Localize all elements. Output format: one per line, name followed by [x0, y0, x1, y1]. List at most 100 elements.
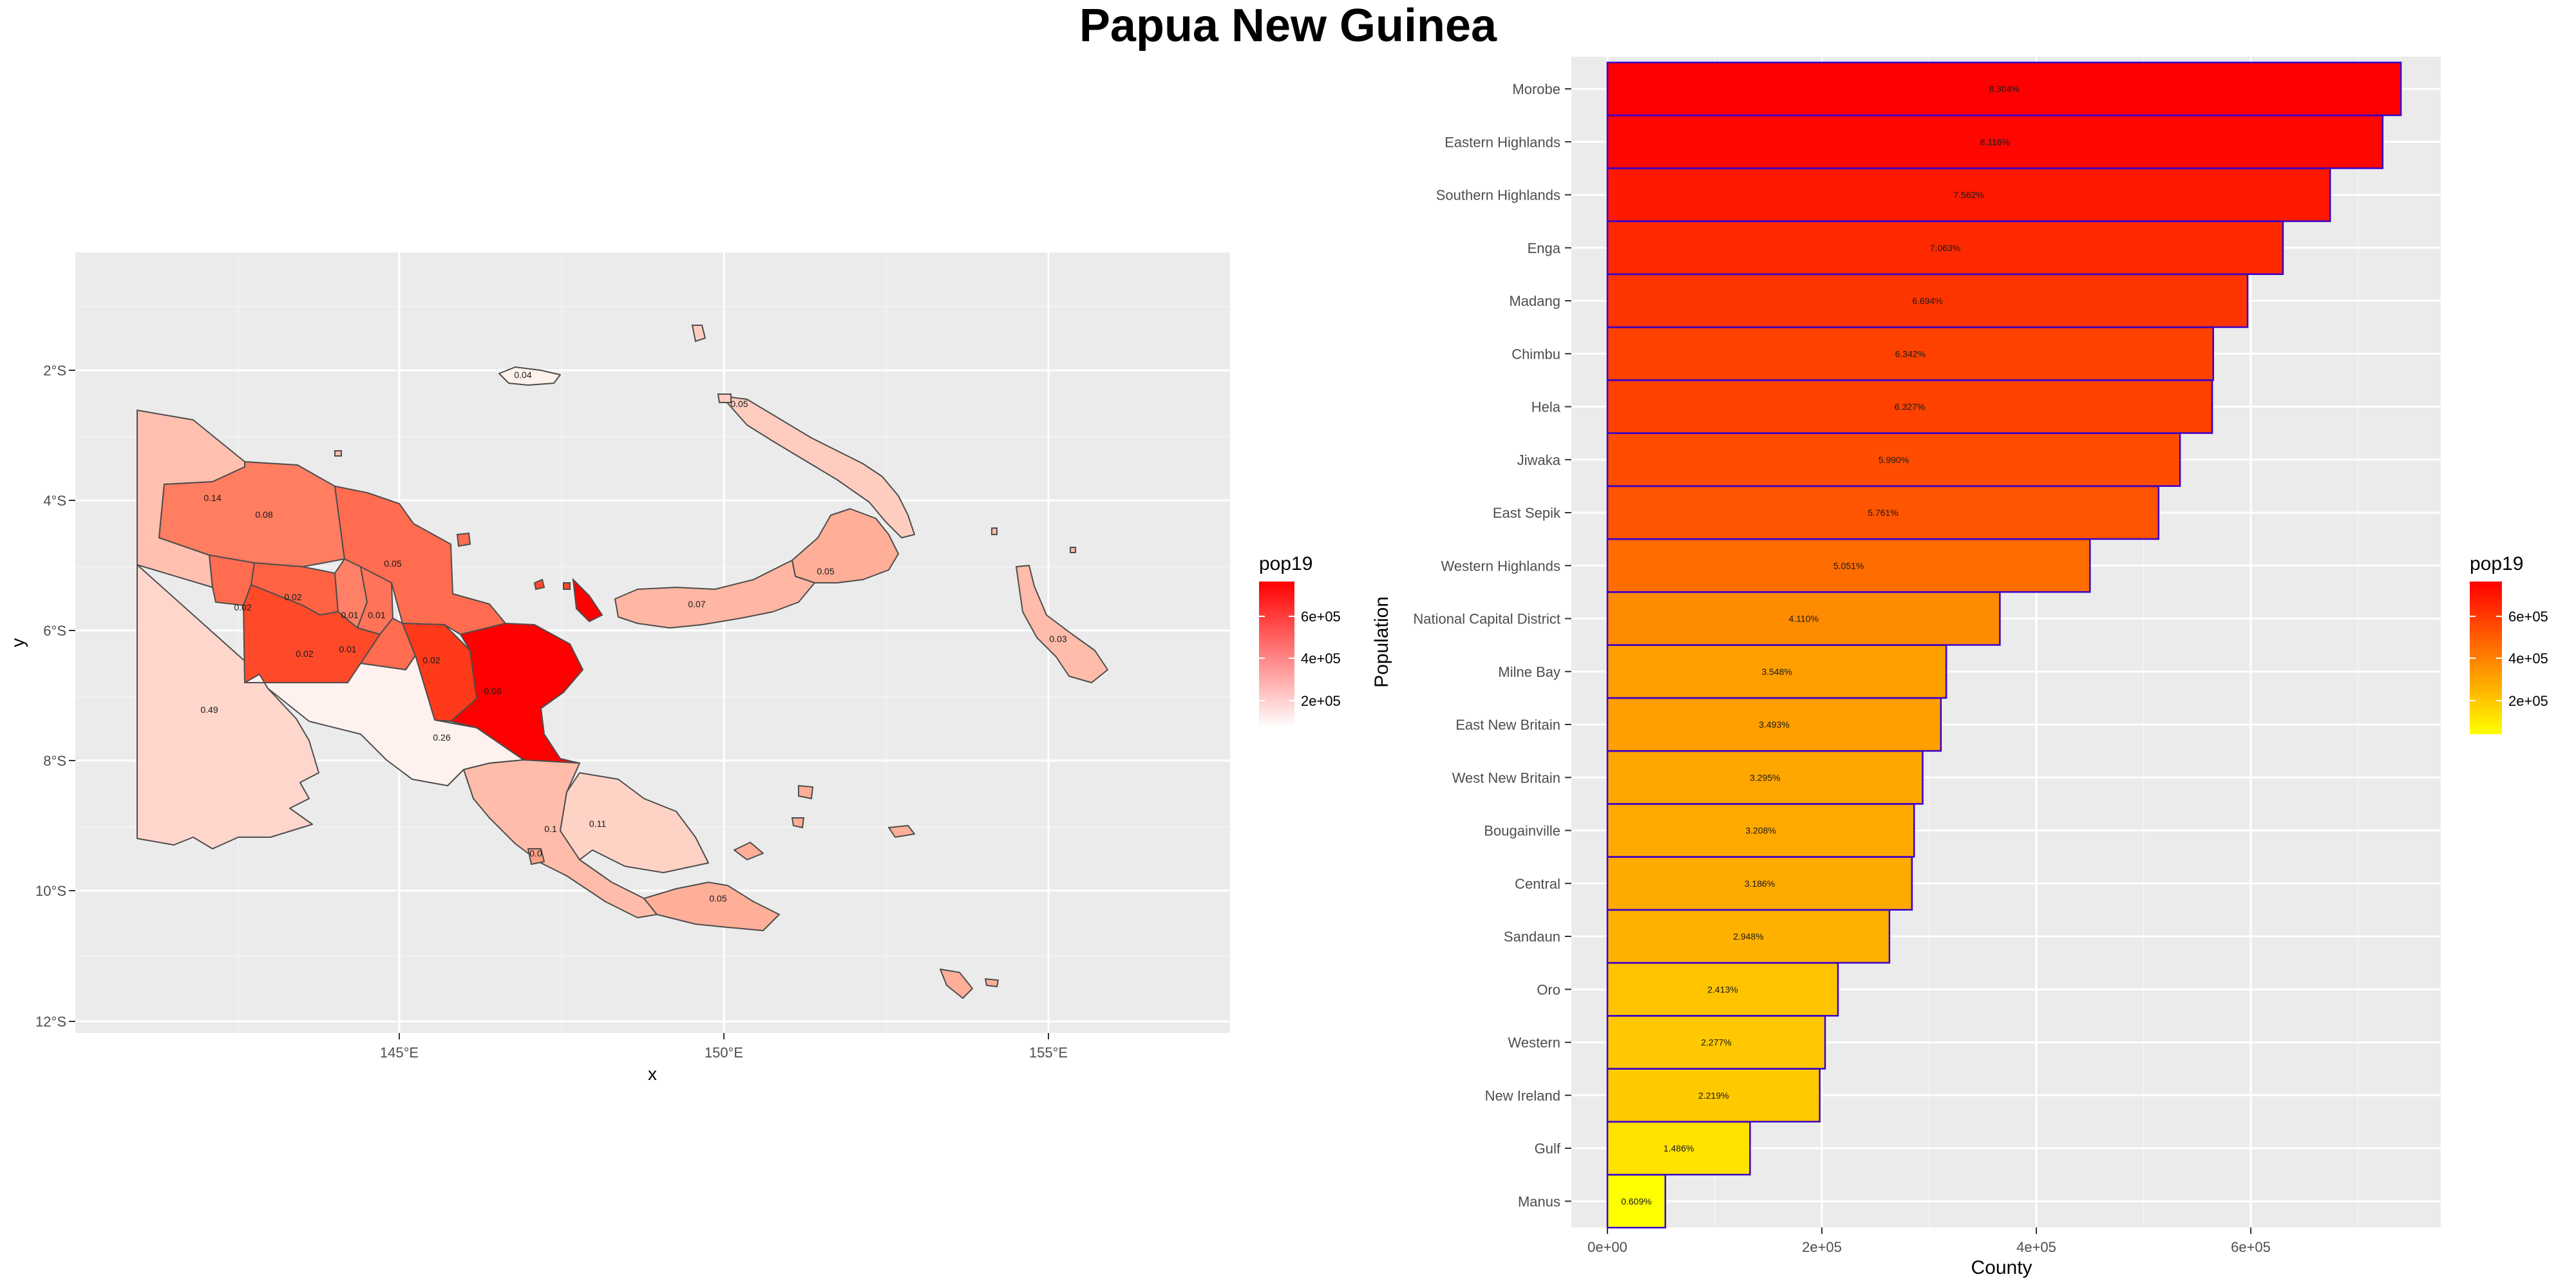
bar-hela[interactable] — [1606, 379, 2213, 434]
map-label-western: 0.49 — [200, 705, 218, 715]
bar-east-new-britain[interactable] — [1606, 697, 1942, 752]
map-region-madang[interactable] — [334, 486, 506, 635]
bar-value-label: 8.116% — [1980, 137, 2010, 147]
page-title: Papua New Guinea — [1079, 0, 1497, 52]
map-y-tick-label: 8°S — [43, 753, 66, 769]
bar-value-label: 1.486% — [1663, 1143, 1694, 1153]
map-y-tick-label: 12°S — [35, 1014, 66, 1030]
bar-new-ireland[interactable] — [1606, 1068, 1821, 1122]
bar-value-label: 5.051% — [1833, 560, 1864, 571]
bar-value-label: 7.063% — [1930, 243, 1960, 253]
map-label-madang: 0.05 — [384, 558, 401, 569]
map-label-central: 0.1 — [544, 824, 557, 834]
map-label-chimbu: 0.01 — [339, 644, 356, 654]
map-label-west-new-britain: 0.07 — [688, 599, 705, 609]
map-region-western[interactable] — [137, 564, 319, 849]
bar-value-label: 6.694% — [1912, 296, 1942, 306]
bar-oro[interactable] — [1606, 962, 1839, 1017]
map-x-tick-label: 150°E — [705, 1045, 743, 1061]
map-label-new-ireland: 0.05 — [730, 399, 748, 409]
bar-value-label: 0.609% — [1621, 1196, 1651, 1206]
bar-value-label: 5.761% — [1868, 507, 1898, 518]
bar-category-label: Eastern Highlands — [1444, 134, 1560, 150]
bar-gulf[interactable] — [1606, 1121, 1751, 1176]
bar-category-label: Manus — [1518, 1193, 1560, 1209]
bar-morobe[interactable] — [1606, 61, 2402, 117]
bar-y-axis-title: Population — [1372, 596, 1392, 688]
bar-value-label: 3.548% — [1761, 667, 1792, 677]
bar-category-label: East Sepik — [1493, 505, 1561, 521]
bar-category-label: Madang — [1509, 293, 1560, 309]
map-region-bougainville[interactable] — [1016, 565, 1108, 683]
map-region-morobe[interactable] — [450, 623, 583, 764]
map-region-milne-bay[interactable] — [643, 825, 999, 999]
map-label-oro: 0.11 — [589, 819, 606, 829]
bar-western[interactable] — [1606, 1015, 1826, 1070]
map-label-hela: 0.02 — [234, 602, 251, 612]
bar-value-label: 8.304% — [1989, 84, 2019, 94]
bar-value-label: 3.493% — [1759, 719, 1789, 730]
bar-value-label: 6.342% — [1895, 348, 1926, 359]
bar-madang[interactable] — [1606, 273, 2249, 328]
map-region-west-new-britain[interactable] — [614, 560, 815, 629]
bar-milne-bay[interactable] — [1606, 644, 1947, 699]
map-region-central[interactable] — [463, 759, 658, 918]
bar-value-label: 2.413% — [1707, 984, 1738, 994]
map-y-tick-label: 4°S — [43, 493, 66, 509]
bar-west-new-britain[interactable] — [1606, 750, 1924, 805]
bar-value-label: 2.277% — [1701, 1037, 1731, 1048]
map-label-morobe: 0.06 — [484, 686, 501, 696]
map-label-southern-highlands: 0.02 — [296, 649, 313, 659]
map-region-national-capital-district[interactable] — [527, 848, 545, 865]
bar-central[interactable] — [1606, 856, 1913, 911]
map-region-oro[interactable] — [560, 772, 709, 873]
bar-bougainville[interactable] — [1606, 803, 1915, 858]
map-label-manus: 0.04 — [514, 370, 531, 380]
map-region-new-ireland[interactable] — [721, 395, 915, 538]
bar-legend-tick-label: 2e+05 — [2508, 693, 2548, 709]
bar-value-label: 5.990% — [1879, 455, 1909, 465]
map-legend-tick-label: 4e+05 — [1301, 650, 1341, 667]
bar-x-tick-label: 2e+05 — [1802, 1239, 1842, 1255]
bar-value-label: 3.208% — [1745, 826, 1776, 836]
map-label-gulf: 0.26 — [433, 732, 450, 743]
bar-chimbu[interactable] — [1606, 327, 2214, 381]
map-label-bougainville: 0.03 — [1049, 634, 1066, 644]
bar-category-label: Milne Bay — [1498, 664, 1560, 680]
bar-category-label: West New Britain — [1452, 770, 1560, 786]
map-label-milne-bay: 0.05 — [709, 893, 726, 904]
bar-legend-tick-label: 4e+05 — [2508, 650, 2548, 667]
map-x-tick-label: 155°E — [1029, 1045, 1068, 1061]
bar-category-label: Oro — [1537, 981, 1560, 998]
map-label-sandaun: 0.14 — [204, 493, 221, 503]
map-small-islands — [334, 325, 1076, 829]
map-y-tick-label: 10°S — [35, 883, 66, 899]
bar-value-label: 2.948% — [1733, 931, 1763, 942]
map-region-manus[interactable] — [498, 366, 561, 386]
bar-category-label: Western — [1508, 1035, 1560, 1051]
bar-southern-highlands[interactable] — [1606, 167, 2331, 222]
bar-national-capital-district[interactable] — [1606, 591, 2001, 646]
map-legend-colorbar — [1259, 582, 1294, 728]
bar-category-label: National Capital District — [1413, 611, 1560, 627]
bar-category-label: Sandaun — [1504, 929, 1560, 945]
bar-category-label: New Ireland — [1485, 1088, 1560, 1104]
population-bar-chart: 8.304% 8.116% 7.562% 7.063% 6.694% 6.342% 6.32… — [1372, 57, 2548, 1278]
map-y-tick-label: 6°S — [43, 623, 66, 639]
bar-category-label: Enga — [1528, 240, 1561, 256]
bar-category-label: Morobe — [1512, 81, 1560, 97]
bar-value-label: 2.219% — [1698, 1090, 1728, 1101]
map-x-axis-title: x — [648, 1064, 657, 1084]
choropleth-map-chart: 0.490.140.080.050.020.020.01 0.010.010.02… — [8, 252, 1341, 1084]
bar-western-highlands[interactable] — [1606, 538, 2091, 593]
bar-value-label: 7.562% — [1953, 190, 1984, 200]
bar-value-label: 3.186% — [1745, 878, 1775, 889]
bar-manus[interactable] — [1606, 1174, 1667, 1229]
map-y-axis-title: y — [8, 638, 28, 647]
map-label-eastern-highlands: 0.02 — [422, 655, 440, 665]
bar-category-label: Chimbu — [1511, 346, 1560, 362]
bar-value-label: 3.295% — [1750, 772, 1780, 782]
bar-category-label: Hela — [1531, 399, 1561, 415]
bar-category-label: Bougainville — [1484, 823, 1560, 839]
bar-eastern-highlands[interactable] — [1606, 115, 2384, 169]
